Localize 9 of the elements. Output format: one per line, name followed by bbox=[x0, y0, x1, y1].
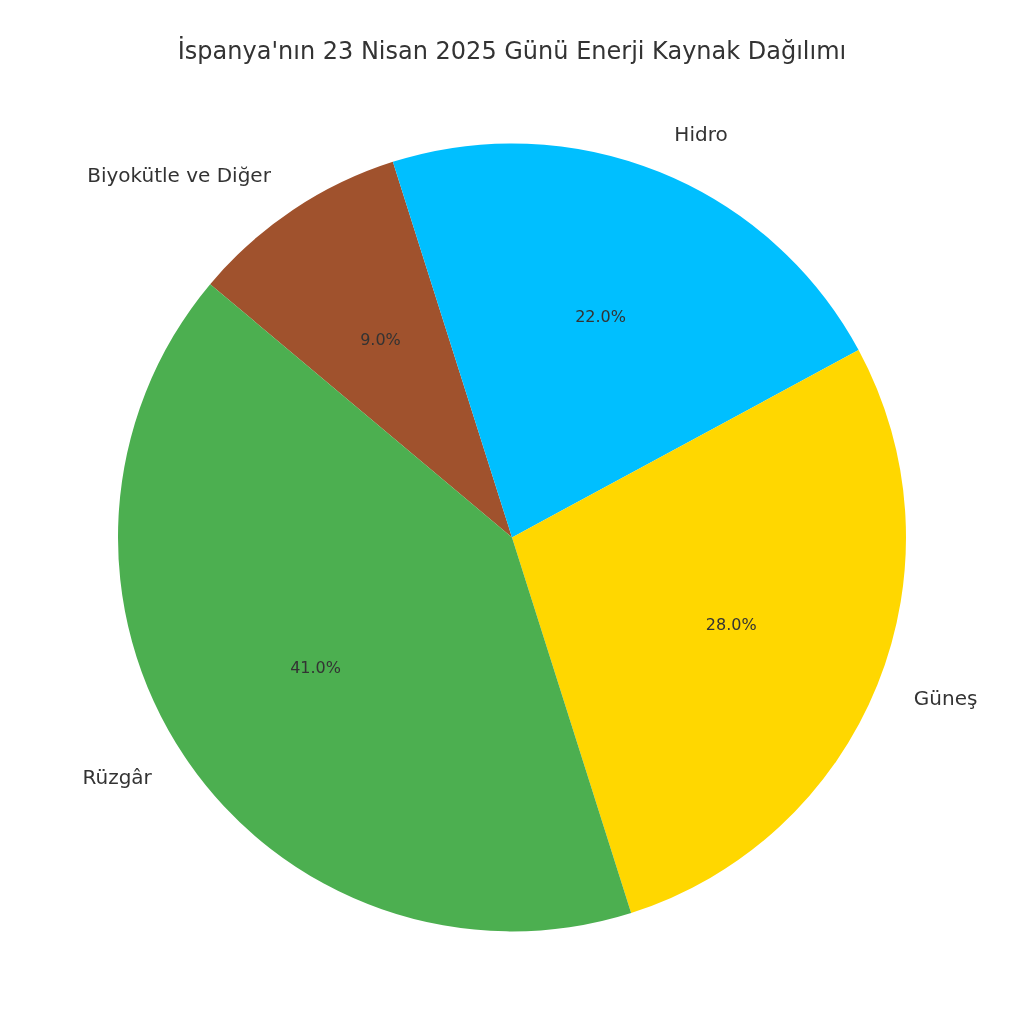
data-label: 41.0% bbox=[290, 658, 341, 678]
slice-label: Rüzgâr bbox=[82, 764, 153, 789]
data-label: 22.0% bbox=[575, 307, 626, 327]
slice-label: Güneş bbox=[913, 685, 978, 710]
data-label: 28.0% bbox=[705, 615, 757, 635]
slice-label: Biyokütle ve Diğer bbox=[87, 163, 272, 188]
chart-title: İspanya'nın 23 Nisan 2025 Günü Enerji Kaynak Dağılımı bbox=[177, 35, 847, 65]
data-label: 9.0% bbox=[360, 330, 401, 350]
slice-label: Hidro bbox=[674, 121, 728, 146]
